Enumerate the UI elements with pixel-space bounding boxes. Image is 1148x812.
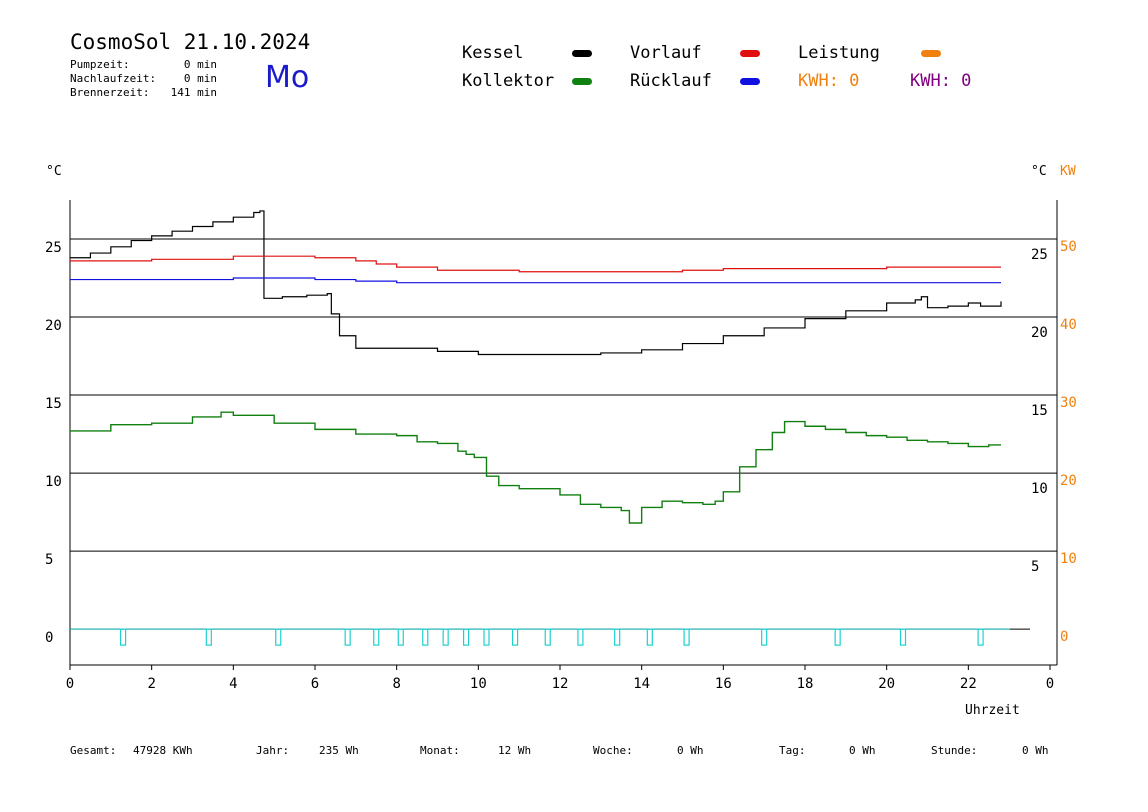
y-tick-label-kw: 30: [1060, 395, 1077, 411]
legend-swatch-vorlauf: [740, 50, 760, 57]
chart-title: CosmoSol 21.10.2024: [70, 30, 311, 54]
x-tick-label: 0: [66, 676, 74, 692]
footer-label-gesamt: Gesamt:: [70, 744, 117, 757]
legend-label-leistung: Leistung: [798, 43, 880, 63]
pump-marker: [344, 628, 351, 646]
x-tick-label: 0: [1046, 676, 1054, 692]
x-tick-label: 10: [470, 676, 487, 692]
series-line-ruecklauf: [70, 277, 1001, 284]
pump-marker: [373, 628, 380, 646]
footer-value-gesamt: 47928 KWh: [133, 744, 193, 757]
pump-marker: [442, 628, 449, 646]
series-line-vorlauf: [70, 255, 1001, 273]
y-tick-label-left: 15: [45, 396, 62, 412]
y-tick-label-right: 10: [1031, 481, 1048, 497]
x-tick-label: 6: [311, 676, 319, 692]
stat-value-brennerzeit: 141 min: [170, 86, 217, 99]
y-tick-label-left: 5: [45, 552, 53, 568]
footer-value-stunde: 0 Wh: [1022, 744, 1049, 757]
pump-marker: [577, 628, 584, 646]
footer-value-woche: 0 Wh: [677, 744, 704, 757]
legend-label-kollektor: Kollektor: [462, 71, 555, 91]
x-tick-label: 14: [633, 676, 650, 692]
pump-marker: [397, 628, 404, 646]
kwh-value-purple: KWH: 0: [910, 71, 972, 91]
pump-marker: [899, 628, 907, 646]
stat-label-pumpzeit: Pumpzeit:: [70, 58, 130, 71]
pump-marker: [422, 628, 429, 646]
pump-marker: [205, 628, 212, 646]
y-tick-label-right: 25: [1031, 247, 1048, 263]
y-tick-label-left: 25: [45, 240, 62, 256]
series-line-kollektor: [70, 411, 1001, 524]
x-tick-label: 20: [878, 676, 895, 692]
footer-label-stunde: Stunde:: [931, 744, 978, 757]
y-tick-label-kw: 50: [1060, 239, 1077, 255]
y-axis-unit-right: °C: [1031, 164, 1047, 179]
pump-marker: [761, 628, 768, 646]
footer-label-woche: Woche:: [593, 744, 633, 757]
pump-marker: [275, 628, 282, 646]
x-tick-label: 22: [960, 676, 977, 692]
pump-marker: [511, 628, 519, 646]
pump-marker: [683, 628, 690, 646]
y-tick-label-kw: 20: [1060, 473, 1077, 489]
x-tick-label: 4: [229, 676, 237, 692]
y-tick-label-kw: 40: [1060, 317, 1077, 333]
y-axis-unit-left: °C: [46, 164, 62, 179]
x-axis-label: Uhrzeit: [965, 703, 1020, 718]
footer-value-jahr: 235 Wh: [319, 744, 359, 757]
y-tick-label-right: 20: [1031, 325, 1048, 341]
legend-swatch-leistung: [921, 50, 941, 57]
x-tick-label: 2: [147, 676, 155, 692]
pump-marker: [977, 628, 984, 646]
pump-marker: [119, 628, 127, 646]
x-tick-label: 18: [797, 676, 814, 692]
legend-swatch-kollektor: [572, 78, 592, 85]
weekday-label: Mo: [265, 60, 310, 95]
y-axis-unit-right-kw: KW: [1060, 164, 1076, 179]
legend-swatch-ruecklauf: [740, 78, 760, 85]
stat-label-nachlaufzeit: Nachlaufzeit:: [70, 72, 157, 85]
x-tick-label: 16: [715, 676, 732, 692]
pump-marker: [483, 628, 490, 646]
y-tick-label-right: 5: [1031, 559, 1039, 575]
footer-label-jahr: Jahr:: [256, 744, 290, 757]
footer-label-tag: Tag:: [779, 744, 806, 757]
legend-label-kessel: Kessel: [462, 43, 524, 63]
legend-label-vorlauf: Vorlauf: [630, 43, 702, 63]
y-tick-label-right: 15: [1031, 403, 1048, 419]
stat-label-brennerzeit: Brennerzeit:: [70, 86, 150, 99]
pump-marker: [834, 628, 841, 646]
y-tick-label-kw: 10: [1060, 551, 1077, 567]
footer-label-monat: Monat:: [420, 744, 460, 757]
pump-marker: [646, 628, 653, 646]
y-tick-label-left: 10: [45, 474, 62, 490]
pump-marker: [544, 628, 551, 646]
footer-value-tag: 0 Wh: [849, 744, 876, 757]
stat-value-nachlaufzeit: 0 min: [183, 72, 217, 85]
stat-value-pumpzeit: 0 min: [183, 58, 217, 71]
y-tick-label-kw: 0: [1060, 629, 1068, 645]
y-tick-label-left: 0: [45, 630, 53, 646]
x-tick-label: 12: [552, 676, 569, 692]
pump-marker: [462, 628, 470, 646]
legend-swatch-kessel: [572, 50, 592, 57]
x-tick-label: 8: [392, 676, 400, 692]
y-tick-label-left: 20: [45, 318, 62, 334]
footer-value-monat: 12 Wh: [498, 744, 532, 757]
series-line-kessel: [70, 210, 1002, 356]
kwh-value-orange: KWH: 0: [798, 71, 860, 91]
legend-label-ruecklauf: Rücklauf: [630, 71, 712, 91]
pump-marker: [614, 628, 621, 646]
